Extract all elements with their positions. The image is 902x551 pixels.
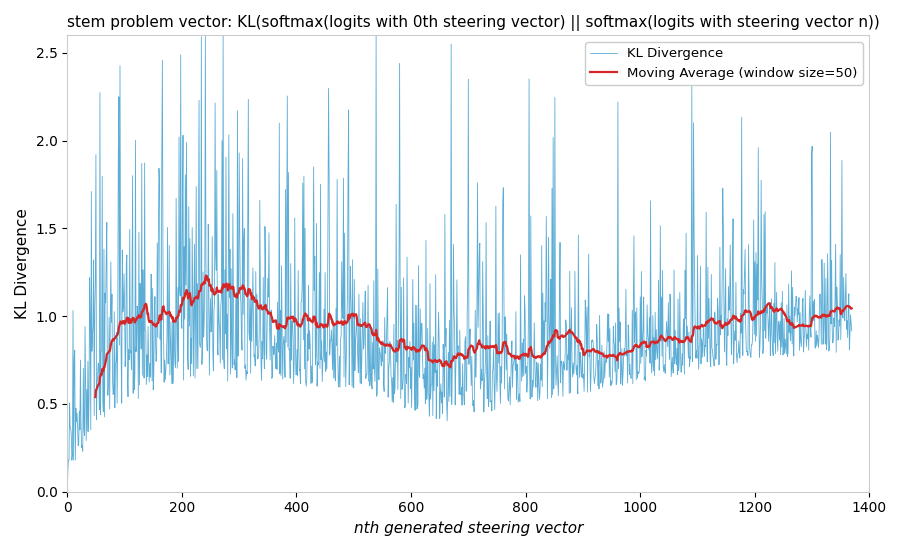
Text: stem problem vector: KL(softmax(logits with 0th steering vector) || softmax(logi: stem problem vector: KL(softmax(logits w… bbox=[68, 15, 880, 31]
KL Divergence bbox=[179, 377, 189, 383]
KL Divergence bbox=[200, 32, 211, 39]
Line: KL Divergence: KL Divergence bbox=[68, 35, 851, 491]
X-axis label: nth generated steering vector: nth generated steering vector bbox=[354, 521, 583, 536]
Line: Moving Average (window size=50): Moving Average (window size=50) bbox=[96, 276, 851, 397]
Legend: KL Divergence, Moving Average (window size=50): KL Divergence, Moving Average (window si… bbox=[585, 42, 863, 85]
KL Divergence bbox=[62, 488, 73, 495]
Moving Average (window size=50) bbox=[717, 324, 728, 331]
KL Divergence bbox=[454, 391, 465, 398]
Moving Average (window size=50) bbox=[354, 321, 364, 328]
KL Divergence bbox=[519, 372, 529, 379]
Moving Average (window size=50) bbox=[846, 305, 857, 312]
Moving Average (window size=50) bbox=[836, 310, 847, 317]
KL Divergence bbox=[785, 337, 796, 344]
KL Divergence bbox=[846, 328, 857, 334]
Moving Average (window size=50) bbox=[90, 394, 101, 401]
Moving Average (window size=50) bbox=[612, 355, 622, 361]
Moving Average (window size=50) bbox=[200, 272, 211, 279]
KL Divergence bbox=[367, 339, 378, 346]
Moving Average (window size=50) bbox=[364, 321, 374, 328]
KL Divergence bbox=[819, 320, 830, 327]
Y-axis label: KL Divergence: KL Divergence bbox=[15, 208, 30, 319]
Moving Average (window size=50) bbox=[436, 358, 446, 365]
